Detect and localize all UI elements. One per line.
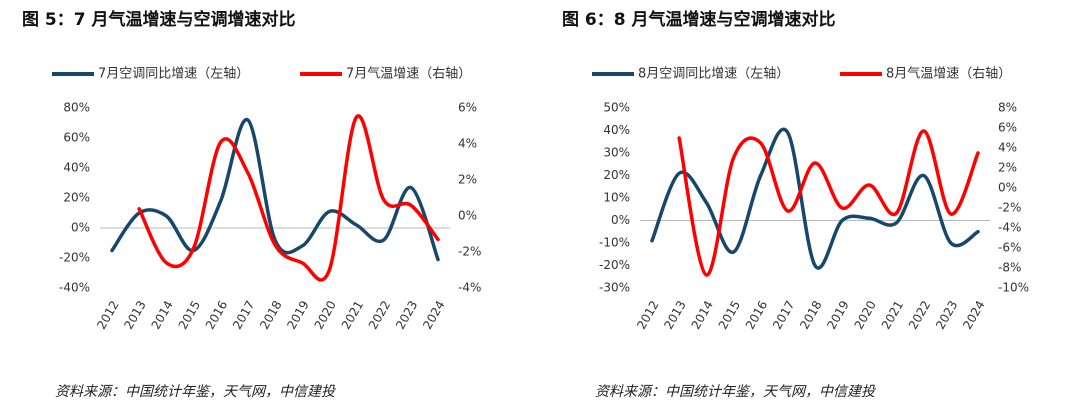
chart-title: 图 6：8 月气温增速与空调增速对比 [562,9,836,30]
x-tick-label: 2021 [879,298,906,331]
x-tick-label: 2018 [257,298,284,331]
y-tick-label: 0% [71,221,90,235]
x-tick-label: 2018 [797,298,824,331]
x-tick-label: 2023 [933,298,960,331]
y-tick-label: 80% [63,101,90,115]
y2-tick-label: 0% [998,181,1017,195]
y2-tick-label: 2% [458,173,477,187]
x-tick-label: 2023 [393,298,420,331]
legend-label: 7月气温增速（右轴） [346,66,471,82]
y-tick-label: 10% [603,191,630,205]
x-tick-label: 2020 [312,298,339,331]
x-tick-label: 2022 [366,298,393,331]
chart-title: 图 5：7 月气温增速与空调增速对比 [22,9,296,30]
y2-tick-label: -6% [998,241,1021,255]
y2-tick-label: 4% [998,141,1017,155]
y2-tick-label: 2% [998,161,1017,175]
y2-tick-label: -4% [458,281,481,295]
y2-tick-label: 6% [998,121,1017,135]
x-tick-label: 2012 [634,298,661,331]
x-tick-label: 2019 [824,298,851,331]
x-tick-label: 2015 [716,298,743,331]
x-tick-label: 2015 [176,298,203,331]
x-tick-label: 2013 [661,298,688,331]
y2-tick-label: 8% [998,101,1017,115]
x-tick-label: 2021 [339,298,366,331]
y2-tick-label: -2% [458,245,481,259]
x-tick-label: 2020 [852,298,879,331]
y2-tick-label: 0% [458,209,477,223]
series-line [650,127,980,270]
y2-tick-label: -4% [998,221,1021,235]
y-tick-label: -20% [59,251,90,265]
series-line [110,118,440,262]
x-tick-label: 2013 [121,298,148,331]
y-tick-label: 0% [611,213,630,227]
source-note: 资料来源：中国统计年鉴，天气网，中信建投 [595,384,877,400]
y-tick-label: -10% [599,236,630,250]
x-tick-label: 2016 [743,298,770,331]
y-tick-label: 20% [63,191,90,205]
legend-label: 8月气温增速（右轴） [886,66,1011,82]
y2-tick-label: 6% [458,101,477,115]
y2-tick-label: 4% [458,137,477,151]
series-line [137,114,440,282]
x-tick-label: 2019 [284,298,311,331]
legend-label: 8月空调同比增速（左轴） [638,67,789,82]
x-tick-label: 2017 [230,298,257,331]
x-tick-label: 2024 [960,298,987,331]
x-tick-label: 2024 [420,298,447,331]
y2-tick-label: -10% [998,281,1029,295]
y-tick-label: -40% [59,281,90,295]
y-tick-label: -30% [599,281,630,295]
x-tick-label: 2014 [149,298,176,331]
legend-label: 7月空调同比增速（左轴） [98,67,249,82]
y-tick-label: 60% [63,131,90,145]
y-tick-label: 40% [603,123,630,137]
x-tick-label: 2016 [203,298,230,331]
x-tick-label: 2012 [94,298,121,331]
series-line [677,129,980,277]
y2-tick-label: -2% [998,201,1021,215]
y-tick-label: 40% [63,161,90,175]
y-tick-label: 30% [603,146,630,160]
x-tick-label: 2017 [770,298,797,331]
x-tick-label: 2022 [906,298,933,331]
source-note: 资料来源：中国统计年鉴，天气网，中信建投 [55,384,337,400]
y-tick-label: -20% [599,258,630,272]
x-tick-label: 2014 [689,298,716,331]
y2-tick-label: -8% [998,261,1021,275]
y-tick-label: 20% [603,168,630,182]
y-tick-label: 50% [603,101,630,115]
